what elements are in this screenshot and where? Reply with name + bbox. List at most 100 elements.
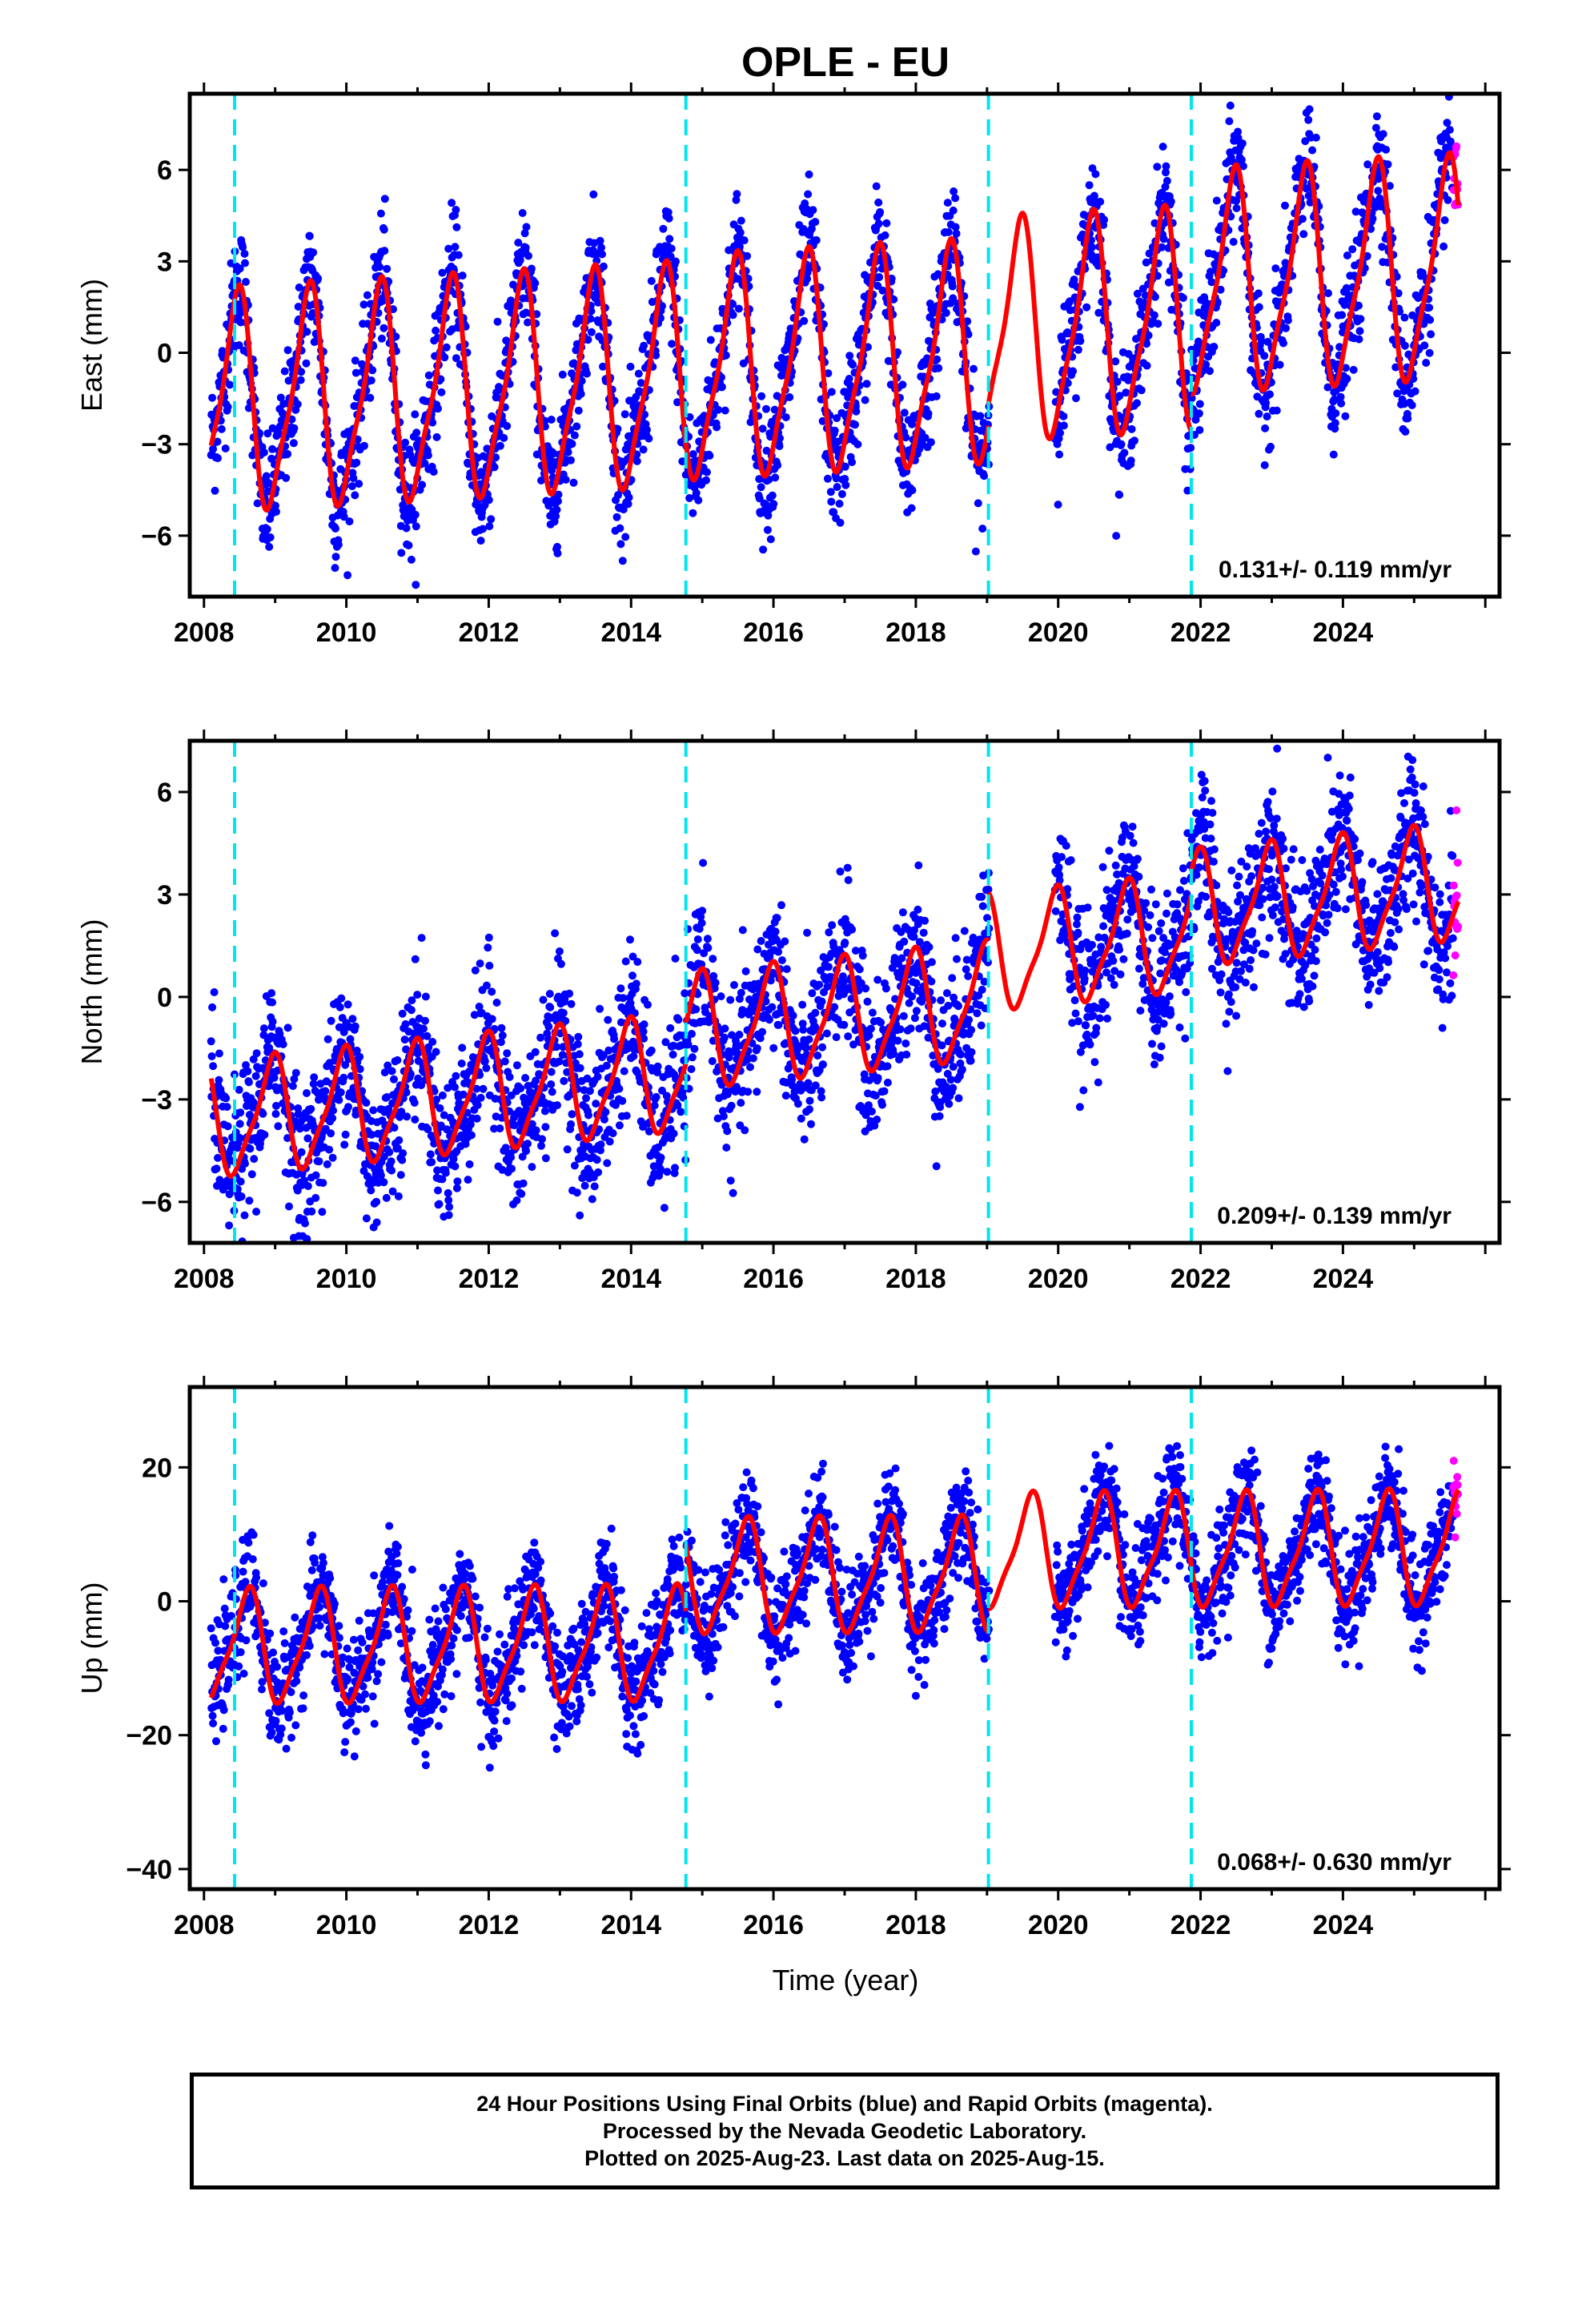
final-orbit-point bbox=[490, 463, 499, 472]
final-orbit-point bbox=[340, 1140, 349, 1149]
final-orbit-point bbox=[766, 976, 775, 985]
final-orbit-point bbox=[383, 1093, 391, 1101]
final-orbit-point bbox=[1187, 394, 1196, 403]
final-orbit-point bbox=[628, 971, 636, 980]
final-orbit-point bbox=[1336, 392, 1345, 401]
final-orbit-point bbox=[519, 1179, 528, 1188]
final-orbit-point bbox=[512, 1061, 521, 1070]
final-orbit-point bbox=[540, 1107, 549, 1116]
final-orbit-point bbox=[666, 252, 675, 261]
final-orbit-point bbox=[652, 1092, 661, 1101]
final-orbit-point bbox=[424, 1125, 432, 1134]
final-orbit-point bbox=[899, 1011, 908, 1020]
final-orbit-point bbox=[387, 1157, 396, 1166]
final-orbit-point bbox=[898, 908, 907, 917]
final-orbit-point bbox=[362, 1099, 371, 1107]
final-orbit-point bbox=[498, 1031, 507, 1039]
final-orbit-point bbox=[602, 1061, 611, 1070]
final-orbit-point bbox=[1304, 115, 1313, 124]
final-orbit-point bbox=[444, 1188, 452, 1197]
final-orbit-point bbox=[302, 359, 311, 368]
final-orbit-point bbox=[444, 1196, 453, 1204]
final-orbit-point bbox=[296, 376, 305, 384]
final-orbit-point bbox=[452, 1072, 460, 1080]
final-orbit-point bbox=[855, 965, 864, 974]
final-orbit-point bbox=[872, 182, 881, 191]
final-orbit-point bbox=[582, 1094, 590, 1103]
final-orbit-point bbox=[709, 955, 717, 963]
final-orbit-point bbox=[380, 195, 389, 203]
final-orbit-point bbox=[1407, 401, 1416, 409]
final-orbit-point bbox=[559, 1008, 568, 1017]
final-orbit-point bbox=[252, 1049, 261, 1058]
final-orbit-point bbox=[980, 472, 989, 480]
final-orbit-point bbox=[601, 1108, 610, 1116]
final-orbit-point bbox=[1239, 162, 1247, 171]
final-orbit-point bbox=[246, 1144, 255, 1153]
final-orbit-point bbox=[1281, 201, 1289, 210]
final-orbit-point bbox=[1059, 412, 1068, 420]
final-orbit-point bbox=[387, 1067, 396, 1076]
final-orbit-point bbox=[522, 1104, 531, 1113]
final-orbit-point bbox=[532, 1126, 540, 1135]
final-orbit-point bbox=[889, 1050, 898, 1058]
final-orbit-point bbox=[800, 316, 809, 325]
final-orbit-point bbox=[271, 501, 279, 510]
final-orbit-point bbox=[1153, 271, 1162, 280]
final-orbit-point bbox=[721, 406, 729, 415]
final-orbit-point bbox=[209, 444, 218, 453]
final-orbit-point bbox=[738, 926, 747, 935]
final-orbit-point bbox=[705, 452, 714, 460]
final-orbit-point bbox=[1422, 359, 1431, 367]
final-orbit-point bbox=[303, 328, 311, 336]
final-orbit-point bbox=[1343, 251, 1351, 259]
final-orbit-point bbox=[432, 1096, 441, 1104]
final-orbit-point bbox=[436, 1104, 444, 1112]
final-orbit-point bbox=[547, 1068, 556, 1076]
final-orbit-point bbox=[1363, 160, 1372, 169]
final-orbit-point bbox=[379, 1178, 388, 1187]
final-orbit-point bbox=[484, 933, 493, 942]
final-orbit-point bbox=[507, 1153, 516, 1162]
final-orbit-point bbox=[1255, 303, 1263, 312]
final-orbit-point bbox=[658, 1086, 666, 1095]
final-orbit-point bbox=[303, 1182, 312, 1191]
final-orbit-point bbox=[376, 1171, 385, 1180]
final-orbit-point bbox=[906, 1024, 915, 1033]
final-orbit-point bbox=[412, 522, 420, 531]
final-orbit-point bbox=[585, 1087, 594, 1096]
final-orbit-point bbox=[844, 1032, 853, 1041]
final-orbit-point bbox=[307, 1207, 316, 1216]
final-orbit-point bbox=[235, 341, 243, 350]
final-orbit-point bbox=[349, 474, 358, 483]
final-orbit-point bbox=[927, 958, 936, 967]
final-orbit-point bbox=[952, 229, 961, 238]
final-orbit-point bbox=[1195, 400, 1204, 408]
x-axis-label: Time (year) bbox=[773, 1964, 919, 1996]
final-orbit-point bbox=[640, 1020, 648, 1029]
final-orbit-point bbox=[753, 1088, 761, 1096]
final-orbit-point bbox=[508, 1164, 516, 1173]
final-orbit-point bbox=[259, 1109, 267, 1118]
final-orbit-point bbox=[343, 571, 352, 580]
final-orbit-point bbox=[496, 1124, 504, 1133]
final-orbit-point bbox=[788, 1081, 797, 1090]
final-orbit-point bbox=[1232, 196, 1241, 205]
final-orbit-point bbox=[789, 1011, 797, 1020]
final-orbit-point bbox=[479, 525, 487, 533]
final-orbit-point bbox=[594, 1168, 603, 1176]
final-orbit-point bbox=[276, 393, 285, 402]
final-orbit-point bbox=[832, 1033, 841, 1042]
final-orbit-point bbox=[971, 547, 980, 556]
final-orbit-point bbox=[240, 1211, 249, 1220]
final-orbit-point bbox=[781, 937, 789, 946]
final-orbit-point bbox=[271, 1110, 280, 1118]
final-orbit-point bbox=[687, 1065, 696, 1073]
final-orbit-point bbox=[214, 1153, 222, 1162]
final-orbit-point bbox=[1100, 215, 1109, 224]
final-orbit-point bbox=[266, 533, 275, 541]
final-orbit-point bbox=[845, 352, 854, 360]
final-orbit-point bbox=[1391, 363, 1400, 372]
final-orbit-point bbox=[732, 195, 741, 204]
final-orbit-point bbox=[432, 326, 440, 335]
